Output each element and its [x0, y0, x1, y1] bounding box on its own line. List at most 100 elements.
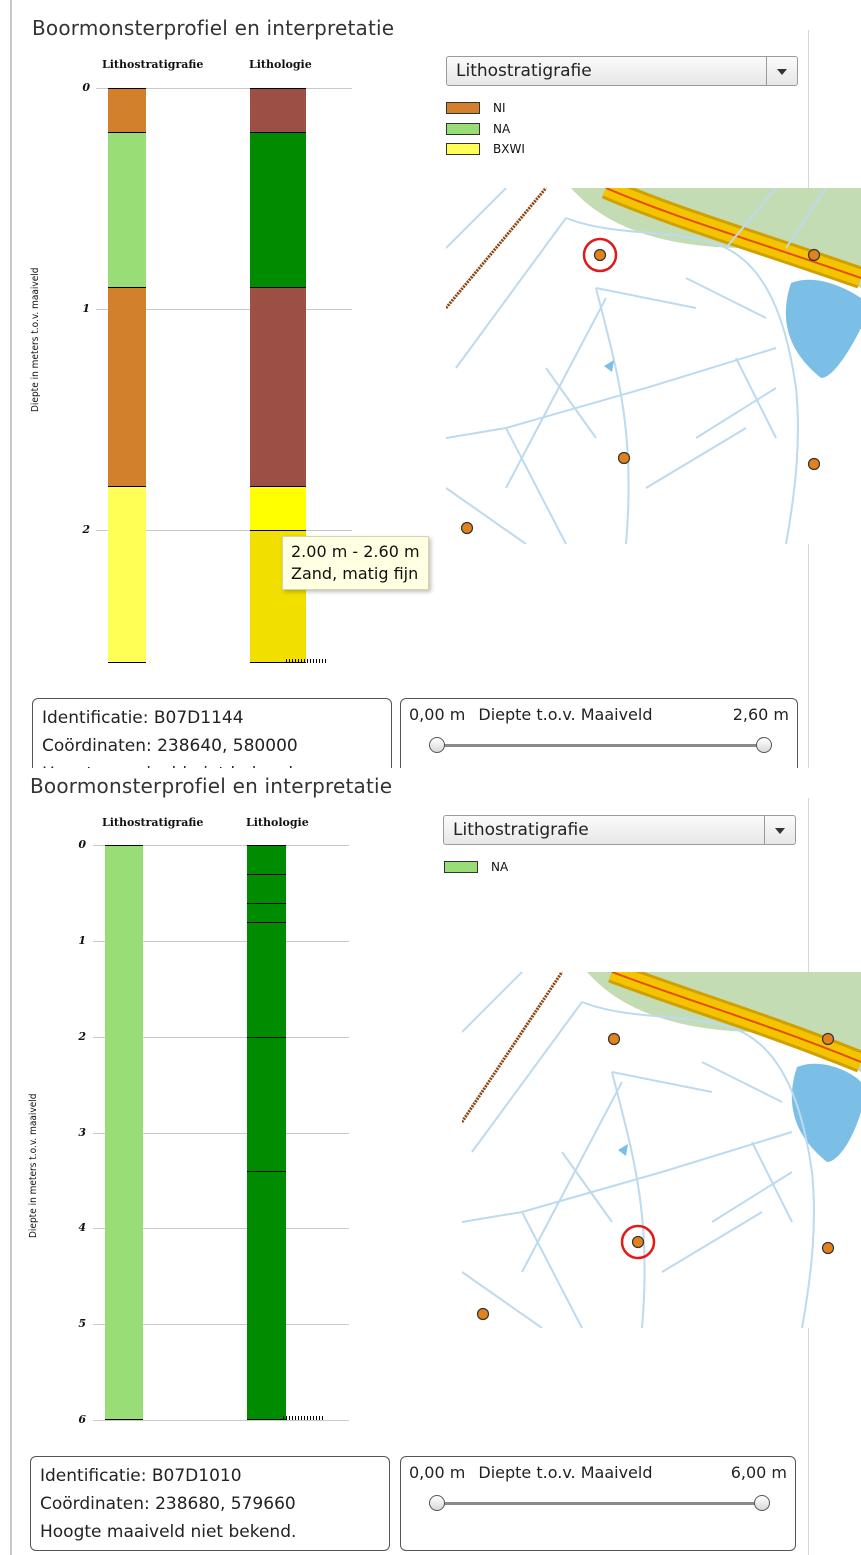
tooltip-description: Zand, matig fijn: [291, 564, 419, 583]
legend-label: NA: [493, 122, 511, 136]
selected-borehole-marker[interactable]: [620, 1224, 656, 1260]
location-map[interactable]: [446, 188, 861, 544]
strip-interval[interactable]: [108, 88, 146, 132]
gridline: [96, 309, 352, 310]
y-tick-label: 0: [78, 838, 86, 851]
strip-interval[interactable]: [250, 486, 306, 530]
y-tick-label: 0: [82, 81, 90, 94]
small-pond: [604, 360, 614, 372]
depth-slider-track[interactable]: [437, 1502, 763, 1505]
gridline: [96, 530, 352, 531]
depth-title-label: Diepte t.o.v. Maaiveld: [478, 1463, 653, 1482]
strip-interval[interactable]: [250, 132, 306, 287]
depth-slider-min-handle[interactable]: [429, 737, 445, 753]
panel-left-border: [10, 0, 12, 768]
railway-line: [462, 972, 564, 1123]
borehole-info-box: Identificatie: B07D1010 Coördinaten: 238…: [30, 1456, 390, 1551]
identification-text: Identificatie: B07D1010: [40, 1466, 242, 1486]
location-map[interactable]: [462, 972, 861, 1328]
legend-swatch: [446, 123, 480, 135]
depth-min-label: 0,00 m: [409, 1463, 466, 1482]
y-tick-label: 4: [78, 1221, 86, 1234]
gridline: [93, 1133, 349, 1134]
chevron-down-icon[interactable]: [764, 816, 795, 844]
legend-label: NI: [493, 101, 506, 115]
y-tick-label: 3: [78, 1126, 86, 1139]
identification-text: Identificatie: B07D1144: [42, 708, 244, 728]
coordinates-text: Coördinaten: 238640, 580000: [42, 736, 298, 756]
profile-panel-bottom: Boormonsterprofiel en interpretatie Lith…: [0, 768, 861, 1555]
highway-centerline: [605, 188, 861, 279]
depth-title-label: Diepte t.o.v. Maaiveld: [478, 705, 653, 724]
dropdown-selected-value: Lithostratigrafie: [453, 820, 589, 840]
panel-title: Boormonsterprofiel en interpretatie: [32, 16, 395, 40]
gridline: [96, 88, 352, 89]
depth-slider-min-handle[interactable]: [429, 1495, 445, 1511]
strip-interval[interactable]: [108, 486, 146, 663]
depth-slider-max-handle[interactable]: [756, 737, 772, 753]
legend-label: NA: [491, 860, 509, 874]
column-header-lithostratigrafie: Lithostratigrafie: [102, 58, 204, 71]
map-svg: [446, 188, 861, 544]
legend-type-dropdown[interactable]: Lithostratigrafie: [443, 815, 796, 845]
strip-interval[interactable]: [108, 132, 146, 287]
tooltip-depth-range: 2.00 m - 2.60 m: [291, 542, 420, 561]
strip-interval[interactable]: [247, 845, 286, 874]
depth-range-labels: 0,00 m Diepte t.o.v. Maaiveld 2,60 m: [409, 705, 789, 724]
gridline: [93, 1037, 349, 1038]
legend-label: BXWI: [493, 142, 525, 156]
strip-interval[interactable]: [250, 88, 306, 132]
y-tick-label: 2: [82, 523, 90, 536]
depth-slider-track[interactable]: [437, 744, 763, 747]
gridline: [93, 845, 349, 846]
strip-interval[interactable]: [108, 287, 146, 486]
strip-interval[interactable]: [247, 922, 286, 1037]
highway-centerline: [611, 972, 861, 1063]
panel-left-border: [10, 768, 12, 1555]
railway-line: [446, 188, 548, 309]
column-header-lithostratigrafie: Lithostratigrafie: [102, 816, 204, 829]
strip-interval[interactable]: [247, 903, 286, 922]
column-header-lithologie: Lithologie: [246, 816, 309, 829]
strip-interval[interactable]: [247, 1037, 286, 1171]
y-tick-label: 6: [78, 1413, 86, 1426]
small-pond: [618, 1144, 628, 1156]
gridline: [93, 941, 349, 942]
y-tick-label: 5: [78, 1317, 86, 1330]
gridline: [93, 1228, 349, 1229]
legend-type-dropdown[interactable]: Lithostratigrafie: [446, 56, 798, 86]
surface-height-text: Hoogte maaiveld niet bekend.: [40, 1522, 297, 1542]
gridline: [93, 1324, 349, 1325]
legend-swatch: [444, 861, 478, 873]
strip-interval[interactable]: [250, 287, 306, 486]
borehole-info-box: Identificatie: B07D1144 Coördinaten: 238…: [32, 698, 392, 768]
strip-interval[interactable]: [247, 874, 286, 903]
dropdown-selected-value: Lithostratigrafie: [456, 61, 592, 81]
depth-min-label: 0,00 m: [409, 705, 466, 724]
water-pond: [785, 279, 861, 378]
depth-range-box: 0,00 m Diepte t.o.v. Maaiveld 2,60 m: [400, 698, 798, 768]
ditch-network: [446, 188, 827, 544]
y-tick-label: 2: [78, 1030, 86, 1043]
y-tick-label: 1: [78, 934, 86, 947]
scale-minor-ticks: [283, 1416, 325, 1420]
coordinates-text: Coördinaten: 238680, 579660: [40, 1494, 296, 1514]
legend-swatch: [446, 102, 480, 114]
panel-title: Boormonsterprofiel en interpretatie: [30, 774, 393, 798]
selected-borehole-marker[interactable]: [582, 237, 618, 273]
chevron-down-icon[interactable]: [766, 57, 797, 85]
profile-panel-top: Boormonsterprofiel en interpretatie Lith…: [0, 0, 861, 768]
borehole-points: [460, 248, 821, 535]
column-header-lithologie: Lithologie: [249, 58, 312, 71]
interval-tooltip: 2.00 m - 2.60 m Zand, matig fijn: [282, 536, 429, 590]
strip-interval[interactable]: [247, 1171, 286, 1420]
y-axis-label: Diepte in meters t.o.v. maaiveld: [30, 267, 41, 412]
scale-minor-ticks: [286, 659, 328, 663]
strip-interval[interactable]: [105, 845, 143, 1420]
depth-slider-max-handle[interactable]: [754, 1495, 770, 1511]
legend-swatch: [446, 143, 480, 155]
water-pond: [791, 1063, 861, 1162]
depth-max-label: 6,00 m: [730, 1463, 787, 1482]
surface-height-text: Hoogte maaiveld niet bekend.: [42, 760, 382, 768]
depth-range-labels: 0,00 m Diepte t.o.v. Maaiveld 6,00 m: [409, 1463, 787, 1482]
